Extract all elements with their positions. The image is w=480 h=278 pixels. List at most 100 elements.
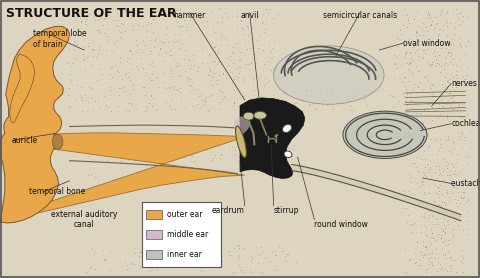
Point [401,52,409,56]
Point [412,31,420,35]
Point [434,185,442,190]
Point [442,163,450,167]
Point [463,160,470,165]
Point [208,83,216,87]
Bar [146,250,162,259]
Point [177,24,184,28]
Point [89,46,97,51]
Text: temporal lobe
of brain: temporal lobe of brain [33,29,86,49]
Point [408,229,415,234]
Point [458,260,466,265]
Point [447,255,455,259]
Point [432,222,440,227]
Point [404,16,411,20]
Point [447,269,455,274]
Point [144,28,151,33]
Point [254,74,262,78]
Point [217,153,225,157]
Point [214,142,222,147]
Point [240,145,247,150]
Point [107,93,114,97]
Point [285,139,293,143]
Point [125,142,132,147]
Point [189,57,197,61]
Text: outer ear: outer ear [167,210,202,219]
Point [436,202,444,207]
Point [432,61,440,65]
Point [323,103,331,107]
Point [188,11,196,16]
Point [449,139,457,144]
Point [254,46,262,50]
Point [408,144,416,148]
Point [156,258,164,262]
Point [446,88,454,92]
Point [197,105,204,110]
Point [401,75,409,79]
Point [88,245,96,250]
Point [447,263,455,267]
Point [171,32,179,36]
Point [413,30,420,35]
Ellipse shape [343,111,427,158]
Point [390,95,398,100]
Point [177,7,184,11]
Ellipse shape [254,111,266,119]
Point [442,226,449,230]
Point [102,257,109,262]
Point [139,85,146,89]
Point [414,101,422,105]
Point [442,267,449,271]
Point [139,24,146,28]
Point [226,54,234,59]
Point [90,183,98,188]
Point [244,26,252,30]
Point [206,263,214,267]
Point [210,71,217,75]
Point [420,38,428,42]
Point [199,142,206,147]
Point [116,13,124,18]
Point [123,150,131,155]
Point [302,88,310,92]
Point [168,66,175,70]
Point [420,211,427,215]
Point [429,51,437,55]
Point [109,18,117,22]
Point [435,167,443,172]
Point [79,51,86,56]
Point [276,106,284,111]
Point [108,75,116,79]
Point [148,60,156,64]
Point [165,85,172,90]
Point [123,147,131,152]
Point [107,66,115,70]
Point [436,93,444,98]
Point [397,63,405,67]
Point [437,98,445,102]
Point [183,25,191,29]
Point [270,15,277,20]
Point [430,255,438,260]
Point [234,243,241,247]
Point [431,54,438,58]
Point [149,139,156,143]
Point [106,85,113,89]
Point [406,257,414,261]
Point [84,173,91,177]
Point [361,92,369,97]
Point [174,24,181,29]
Point [144,20,152,24]
Point [449,172,456,176]
Point [228,145,236,149]
Point [198,61,205,65]
Point [142,143,149,147]
Point [207,74,215,78]
Point [113,68,121,73]
Point [449,42,457,46]
Point [255,33,263,38]
Point [437,203,445,207]
Point [144,140,152,145]
Point [439,229,446,234]
Point [419,120,427,125]
